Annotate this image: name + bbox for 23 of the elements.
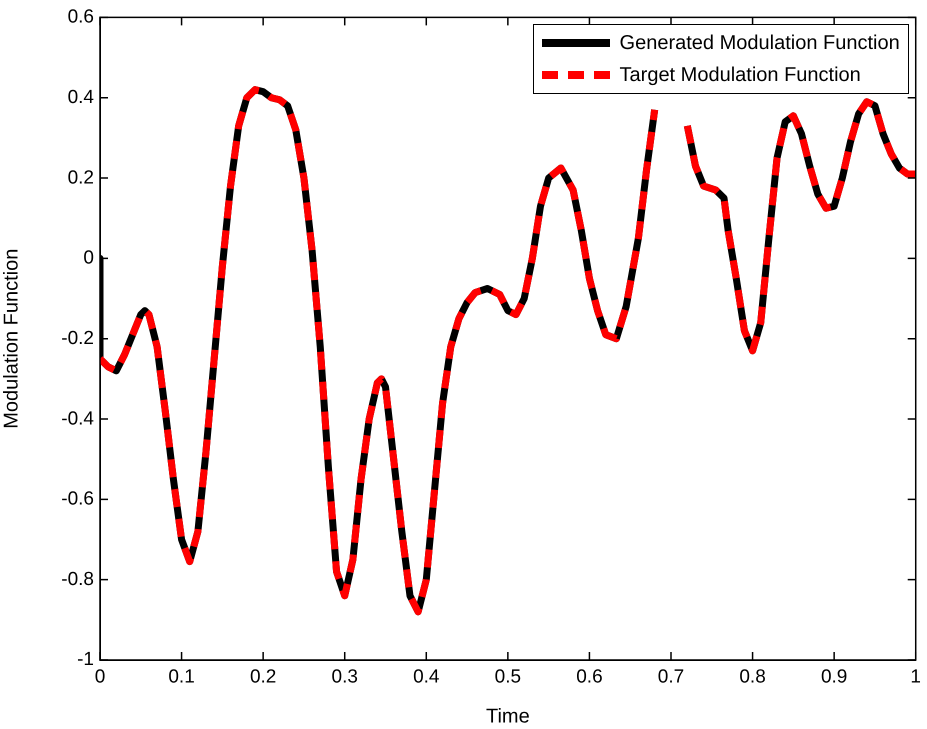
x-tick-label: 0.5	[494, 666, 522, 688]
y-tick-label: 0.6	[68, 6, 94, 28]
x-tick-label: 0.8	[739, 666, 766, 688]
y-axis-title: Modulation Function	[0, 248, 23, 429]
y-tick-label: 0	[83, 248, 94, 269]
x-tick-label: 0.7	[658, 666, 684, 688]
y-tick-label: -0.2	[61, 328, 94, 349]
x-tick-label: 0.1	[168, 666, 195, 688]
legend-label: Target Modulation Function	[620, 64, 861, 87]
x-tick-label: 0.9	[820, 666, 848, 688]
x-axis-title: Time	[486, 706, 530, 728]
x-tick-label: 0.4	[413, 666, 440, 688]
y-tick-label: -1	[77, 649, 94, 670]
x-tick-label: 0.2	[250, 666, 276, 688]
y-tick-label: -0.6	[61, 488, 94, 510]
x-tick-label: 0.6	[576, 666, 603, 688]
y-tick-label: 0.2	[68, 167, 94, 188]
x-tick-label: 1	[910, 666, 922, 688]
y-tick-label: -0.8	[61, 568, 94, 590]
legend-label: Generated Modulation Function	[620, 32, 900, 55]
y-tick-label: -0.4	[61, 408, 94, 430]
x-tick-label: 0.3	[332, 666, 358, 688]
y-tick-label: 0.4	[68, 86, 94, 108]
